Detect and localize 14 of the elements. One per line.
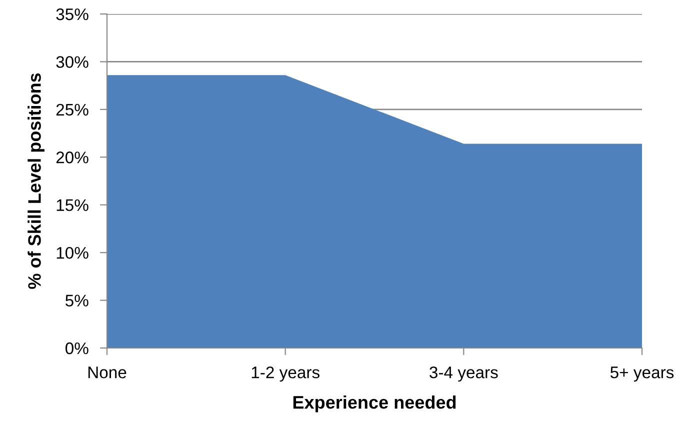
x-tick-label: None: [88, 366, 126, 378]
y-tick-label: 5%: [66, 294, 88, 306]
y-tick-label: 10%: [56, 246, 88, 259]
x-tick-label: 5+ years: [610, 366, 674, 382]
y-tick-label: 35%: [56, 8, 88, 20]
y-tick-label: 25%: [56, 104, 88, 116]
y-axis-title: % of Skill Level positions: [28, 73, 44, 289]
x-tick-label: 1-2 years: [252, 366, 320, 382]
x-axis-title: Experience needed: [293, 395, 456, 412]
x-tick-label: 3-4 years: [430, 366, 498, 382]
y-tick-label: 30%: [56, 56, 88, 68]
y-tick-label: 20%: [56, 152, 88, 164]
y-tick-label: 0%: [66, 342, 88, 354]
y-tick-label: 15%: [56, 199, 88, 212]
